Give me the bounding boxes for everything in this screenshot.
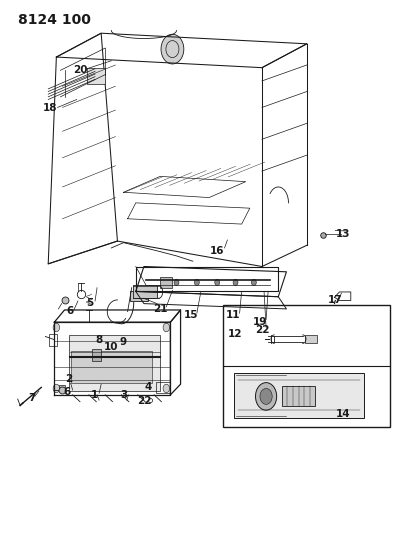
Text: 4: 4	[144, 382, 151, 392]
Text: 18: 18	[43, 103, 57, 114]
Bar	[233, 373, 363, 418]
Circle shape	[214, 279, 219, 286]
Text: 7: 7	[29, 393, 36, 403]
Text: 22: 22	[136, 396, 151, 406]
Text: 2: 2	[65, 374, 72, 384]
Circle shape	[53, 323, 59, 332]
Text: 20: 20	[73, 66, 88, 75]
Bar	[129, 292, 148, 301]
Text: 21: 21	[153, 304, 167, 314]
Text: 9: 9	[120, 337, 127, 347]
Text: 3: 3	[120, 390, 127, 400]
Bar	[304, 335, 316, 343]
Bar	[70, 351, 152, 383]
Circle shape	[194, 279, 199, 286]
Bar	[92, 349, 101, 361]
Text: 14: 14	[335, 409, 350, 419]
Text: 17: 17	[327, 295, 342, 305]
Bar	[223, 305, 389, 426]
Bar	[68, 335, 160, 391]
Bar	[87, 68, 105, 84]
Text: 12: 12	[228, 329, 242, 340]
Circle shape	[255, 383, 276, 410]
Text: 5: 5	[86, 297, 94, 308]
Bar	[282, 386, 314, 406]
Bar	[156, 382, 170, 393]
Text: 6: 6	[63, 386, 71, 397]
Text: 8: 8	[95, 335, 103, 345]
Circle shape	[259, 389, 272, 405]
Text: 10: 10	[104, 342, 118, 352]
Circle shape	[251, 279, 256, 286]
Circle shape	[233, 279, 237, 286]
Bar	[49, 334, 56, 346]
Circle shape	[53, 384, 59, 393]
Text: 16: 16	[209, 246, 224, 256]
Text: 8124 100: 8124 100	[18, 13, 90, 27]
Text: 19: 19	[252, 317, 267, 327]
Text: 1: 1	[90, 390, 98, 400]
Circle shape	[163, 384, 169, 393]
Bar	[160, 277, 172, 288]
Circle shape	[163, 323, 169, 332]
Text: 6: 6	[66, 306, 73, 316]
Text: 15: 15	[183, 310, 198, 320]
Circle shape	[161, 34, 183, 64]
Circle shape	[174, 279, 178, 286]
Text: 22: 22	[254, 325, 269, 335]
Text: 13: 13	[335, 229, 350, 239]
Text: 11: 11	[226, 310, 240, 320]
Bar	[132, 285, 157, 298]
